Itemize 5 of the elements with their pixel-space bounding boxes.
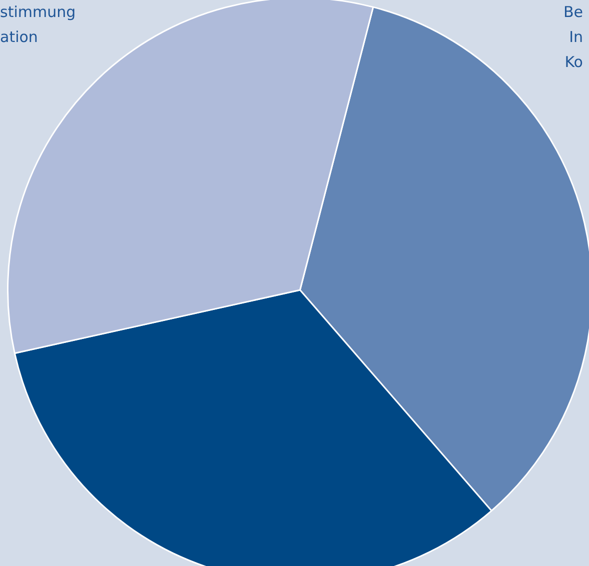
text: In [569,27,583,47]
text: ation [0,27,38,47]
text: Ko [564,52,583,72]
text: Be [563,2,583,22]
text: stimmung [0,2,76,22]
